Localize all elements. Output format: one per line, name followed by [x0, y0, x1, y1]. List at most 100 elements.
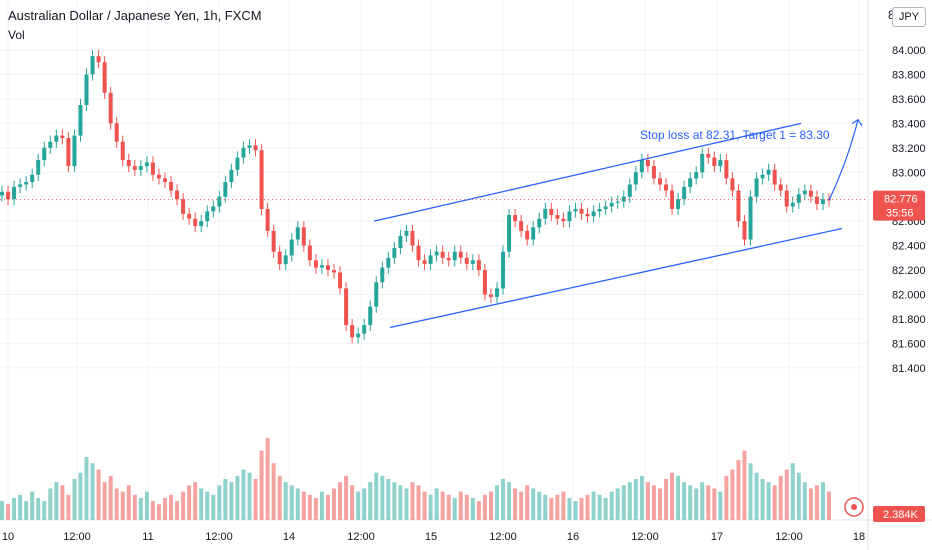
upper-channel-line[interactable] [373, 122, 802, 222]
candle-body [36, 160, 41, 175]
current-price-badge [873, 190, 925, 221]
volume-bar [12, 497, 17, 520]
volume-bar [494, 485, 499, 520]
candle-body [350, 325, 355, 338]
candle-body [633, 172, 638, 185]
volume-bar [766, 482, 771, 520]
candle-body [54, 135, 59, 142]
volume-bar [120, 491, 125, 520]
candle-body [90, 56, 95, 75]
volume-bar [332, 488, 337, 520]
candle-body [187, 213, 192, 219]
candle-body [543, 208, 548, 219]
volume-bar [633, 479, 638, 520]
volume-bar [428, 494, 433, 520]
volume-bar [404, 488, 409, 520]
volume-bar [362, 488, 367, 520]
lower-channel-line[interactable] [389, 227, 843, 329]
candle-body [694, 172, 699, 179]
currency-button[interactable]: JPY [892, 7, 926, 27]
time-tick-label: 12:00 [775, 531, 803, 543]
volume-bar [368, 482, 373, 520]
candle-body [748, 196, 753, 240]
candle-body [162, 178, 167, 183]
volume-bar [259, 450, 264, 520]
volume-bar [241, 469, 246, 520]
candle-body [48, 141, 53, 148]
volume-bar [597, 494, 602, 520]
volume-bar [814, 485, 819, 520]
candle-body [12, 186, 17, 200]
volume-bar [380, 475, 385, 520]
candle-body [301, 227, 306, 246]
volume-bar [754, 472, 759, 520]
volume-bar [784, 469, 789, 520]
candle-body [428, 255, 433, 264]
volume-bar [66, 494, 71, 520]
volume-bar [24, 501, 29, 520]
volume-bar [567, 497, 572, 520]
time-tick-label: 15 [425, 531, 437, 543]
candle-body [790, 202, 795, 207]
volume-bar [573, 501, 578, 520]
candle-body [645, 160, 650, 167]
candle-body [319, 265, 324, 268]
candle-body [718, 160, 723, 167]
candle-body [253, 145, 258, 151]
candle-body [778, 184, 783, 191]
candle-body [422, 260, 427, 264]
volume-bar [102, 482, 107, 520]
volume-bar [706, 485, 711, 520]
volume-bar [48, 488, 53, 520]
candle-body [217, 196, 222, 207]
volume-bar [579, 497, 584, 520]
volume-bar [452, 497, 457, 520]
volume-bar [344, 475, 349, 520]
candle-body [150, 162, 155, 175]
candle-body [549, 208, 554, 216]
candle-body [338, 272, 343, 289]
volume-bar [585, 494, 590, 520]
volume-bar [72, 479, 77, 520]
candle-body [374, 282, 379, 307]
volume-bar [736, 460, 741, 520]
volume-bar [446, 494, 451, 520]
volume-bar [513, 488, 518, 520]
time-tick-label: 11 [142, 531, 153, 543]
candle-body [724, 160, 729, 179]
volume-bar [555, 494, 560, 520]
candle-body [199, 221, 204, 227]
candle-body [609, 202, 614, 207]
price-tick-label: 82.400 [892, 241, 926, 253]
trade-annotation: Stop loss at 82.31, Target 1 = 83.30 [640, 128, 830, 142]
candle-body [332, 270, 337, 273]
volume-bar [150, 501, 155, 520]
volume-bar [796, 472, 801, 520]
volume-bar [193, 482, 198, 520]
volume-bar [682, 482, 687, 520]
candle-body [30, 174, 35, 183]
volume-bar [0, 501, 4, 520]
candle-body [235, 157, 240, 170]
price-tick-label: 83.200 [892, 143, 926, 155]
candle-body [325, 265, 330, 271]
volume-indicator-label[interactable]: Vol [8, 28, 25, 42]
candle-body [416, 245, 421, 261]
volume-bar [482, 494, 487, 520]
candle-body [193, 218, 198, 227]
candle-body [657, 178, 662, 185]
candle-body [229, 169, 234, 183]
candle-body [313, 260, 318, 268]
candle-body [60, 135, 65, 139]
candle-body [507, 215, 512, 252]
volume-bar [470, 497, 475, 520]
volume-bar [543, 494, 548, 520]
candle-body [567, 211, 572, 222]
volume-bar [392, 482, 397, 520]
candle-body [108, 92, 113, 124]
target-arrow-line[interactable] [828, 119, 859, 201]
volume-bar [730, 469, 735, 520]
volume-bar [277, 475, 282, 520]
candle-body [772, 169, 777, 185]
